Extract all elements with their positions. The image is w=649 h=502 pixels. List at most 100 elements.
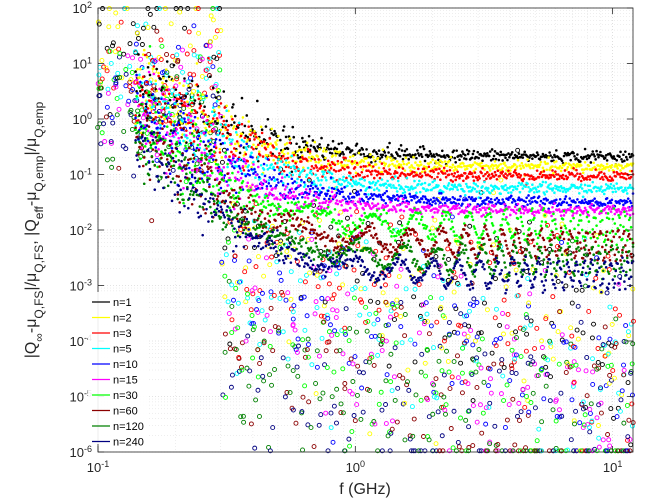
empirical-point [328,224,334,230]
empirical-point [473,369,479,375]
series-point [486,189,489,192]
series-point [301,195,304,199]
series-point [348,159,351,163]
series-point [327,186,331,189]
series-point [168,172,172,175]
series-point [314,160,318,164]
series-point [137,104,140,108]
empirical-point [340,351,346,357]
series-point [553,161,556,164]
empirical-point [465,334,471,339]
series-point [152,105,156,108]
empirical-point [317,353,322,359]
empirical-point [127,63,133,69]
series-point [503,175,506,179]
series-point [196,143,200,147]
series-point [602,172,606,175]
series-point [268,137,272,140]
series-point [413,179,416,183]
series-point [207,145,210,148]
empirical-point [524,315,530,321]
empirical-point [117,74,123,80]
empirical-point [511,359,517,365]
series-point [472,181,476,185]
series-point [455,149,458,152]
empirical-point [418,316,424,321]
series-point [305,193,309,197]
series-point [250,151,253,155]
series-point [516,202,520,206]
empirical-point [418,313,423,319]
series-point [529,202,532,205]
series-point [253,130,256,133]
series-point [150,106,154,109]
empirical-point [256,298,262,304]
empirical-point [302,279,308,285]
empirical-point [290,309,296,315]
series-point [191,125,195,128]
series-point [327,212,331,216]
empirical-point [334,386,340,392]
series-point [202,109,205,112]
empirical-point [214,56,220,62]
series-point [284,185,288,188]
empirical-point [553,445,559,451]
series-point [624,177,628,181]
empirical-point [389,426,395,432]
empirical-point [602,324,608,330]
series-point [229,159,232,163]
series-point [343,186,346,189]
series-point [252,143,255,147]
empirical-point [605,351,611,357]
empirical-point [608,406,614,412]
empirical-point [330,296,336,302]
series-point [457,212,460,216]
series-point [288,141,292,145]
empirical-point [484,307,490,313]
series-point [600,185,603,188]
series-point [480,171,483,175]
series-point [203,173,206,177]
series-point [380,178,384,181]
series-point [207,131,210,134]
series-point [389,229,392,233]
empirical-point [305,236,311,242]
series-point [197,97,201,101]
series-point [603,203,607,206]
series-point [146,129,150,133]
series-point [203,151,206,155]
empirical-point [445,358,451,364]
series-point [495,196,499,200]
empirical-point [101,64,107,70]
empirical-point [100,6,106,11]
series-point [278,168,281,172]
series-point [477,175,481,178]
empirical-point [594,366,600,372]
empirical-point [379,448,385,454]
series-point [279,179,283,183]
empirical-point [559,239,564,245]
series-point [486,170,489,174]
series-point [137,53,140,56]
series-point [258,153,262,157]
empirical-point [512,442,518,448]
series-point [322,149,325,153]
series-point [491,167,495,170]
series-point [470,172,474,175]
series-point [232,155,235,158]
series-point [453,165,457,169]
series-point [380,198,384,201]
series-point [238,151,242,155]
series-point [282,169,286,173]
series-point [418,145,422,149]
series-point [328,194,332,198]
series-point [583,198,587,201]
series-point [217,105,221,109]
series-point [156,126,159,130]
empirical-point [470,342,476,348]
empirical-point [334,271,340,277]
series-point [145,116,149,120]
empirical-point [398,266,404,272]
empirical-point [354,402,360,408]
series-point [268,154,272,157]
